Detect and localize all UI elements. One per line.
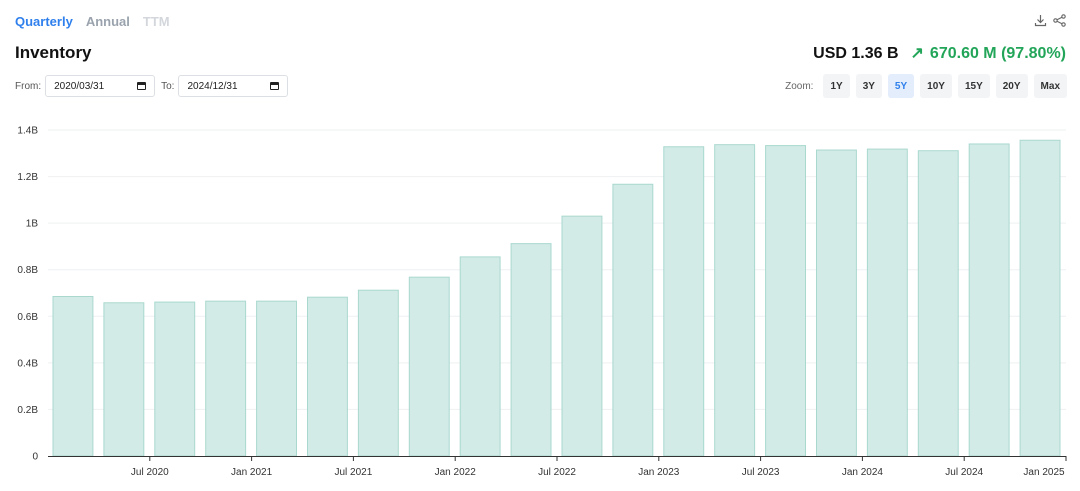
to-date-input[interactable]: 2024/12/31: [178, 75, 289, 97]
x-tick-label: Jan 2021: [231, 467, 273, 478]
x-tick-label: Jul 2022: [538, 467, 576, 478]
x-tick-label: Jan 2024: [842, 467, 884, 478]
y-tick-label: 0.8B: [17, 265, 38, 276]
bar: [459, 256, 501, 457]
bar: [917, 150, 959, 457]
bar: [612, 183, 654, 457]
x-tick-label: Jan 2023: [638, 467, 680, 478]
calendar-icon[interactable]: [137, 82, 147, 90]
zoom-15y-button[interactable]: 15Y: [957, 74, 990, 98]
from-date-input[interactable]: 2020/03/31: [45, 75, 156, 97]
y-tick-label: 0.2B: [17, 405, 38, 416]
bar: [714, 144, 756, 457]
bar: [1019, 139, 1061, 457]
from-label: From:: [15, 80, 42, 92]
summary: USD 1.36 B ↗ 670.60 M (97.80%): [813, 43, 1066, 63]
from-date-value: 2020/03/31: [54, 80, 105, 92]
y-tick-label: 0.6B: [17, 312, 38, 323]
metric-title: Inventory: [15, 43, 92, 62]
current-value: USD 1.36 B: [813, 45, 899, 62]
x-tick-label: Jul 2024: [945, 467, 983, 478]
y-tick-label: 0: [32, 452, 38, 463]
tab-ttm[interactable]: TTM: [142, 14, 170, 29]
y-tick-label: 1.2B: [17, 172, 38, 183]
to-date-value: 2024/12/31: [187, 80, 238, 92]
bar: [154, 301, 196, 457]
bar: [408, 276, 450, 457]
trend-up-icon: ↗: [910, 45, 924, 62]
x-tick-label: Jul 2021: [334, 467, 372, 478]
bar: [307, 296, 348, 457]
x-tick-label: Jul 2023: [742, 467, 780, 478]
bar: [816, 149, 857, 457]
calendar-icon[interactable]: [270, 82, 280, 90]
zoom-max-button[interactable]: Max: [1033, 74, 1067, 98]
bar: [357, 289, 399, 457]
bar: [205, 300, 247, 457]
bar: [866, 148, 908, 457]
zoom-5y-button[interactable]: 5Y: [887, 74, 915, 98]
x-tick-label: Jan 2022: [435, 467, 477, 478]
y-tick-label: 1B: [26, 219, 39, 230]
tab-annual[interactable]: Annual: [85, 14, 130, 29]
bar: [968, 143, 1010, 457]
zoom-label: Zoom:: [785, 80, 814, 92]
zoom-1y-button[interactable]: 1Y: [823, 74, 850, 98]
zoom-3y-button[interactable]: 3Y: [855, 74, 882, 98]
bar: [256, 300, 298, 457]
period-tabs: Quarterly Annual TTM: [15, 14, 170, 29]
bar: [103, 302, 145, 457]
zoom-controls: Zoom: 1Y 3Y 5Y 10Y 15Y 20Y Max: [785, 74, 1067, 98]
bar: [765, 145, 806, 457]
x-tick-label: Jul 2020: [131, 467, 169, 478]
zoom-20y-button[interactable]: 20Y: [995, 74, 1028, 98]
bar: [510, 243, 552, 457]
inventory-bar-chart: 0 0.2B 0.4B 0.6B 0.8B 1B 1.2B 1.4B Jul 2020 Jan 2…: [17, 126, 1067, 478]
change-text: 670.60 M (97.80%): [929, 45, 1066, 62]
bar: [52, 295, 94, 457]
share-icon[interactable]: [1053, 14, 1066, 27]
bar: [561, 215, 603, 457]
date-range: From: 2020/03/31 To: 2024/12/31: [15, 75, 294, 97]
y-tick-label: 1.4B: [17, 126, 38, 137]
tab-quarterly[interactable]: Quarterly: [15, 14, 73, 29]
zoom-10y-button[interactable]: 10Y: [920, 74, 952, 98]
change-badge: ↗ 670.60 M (97.80%): [911, 43, 1066, 63]
to-label: To:: [161, 80, 175, 92]
x-tick-label: Jan 2025: [1023, 467, 1065, 478]
download-icon[interactable]: [1034, 14, 1047, 27]
toolbar: [1034, 14, 1066, 27]
y-tick-label: 0.4B: [17, 358, 38, 369]
bar: [663, 146, 705, 457]
